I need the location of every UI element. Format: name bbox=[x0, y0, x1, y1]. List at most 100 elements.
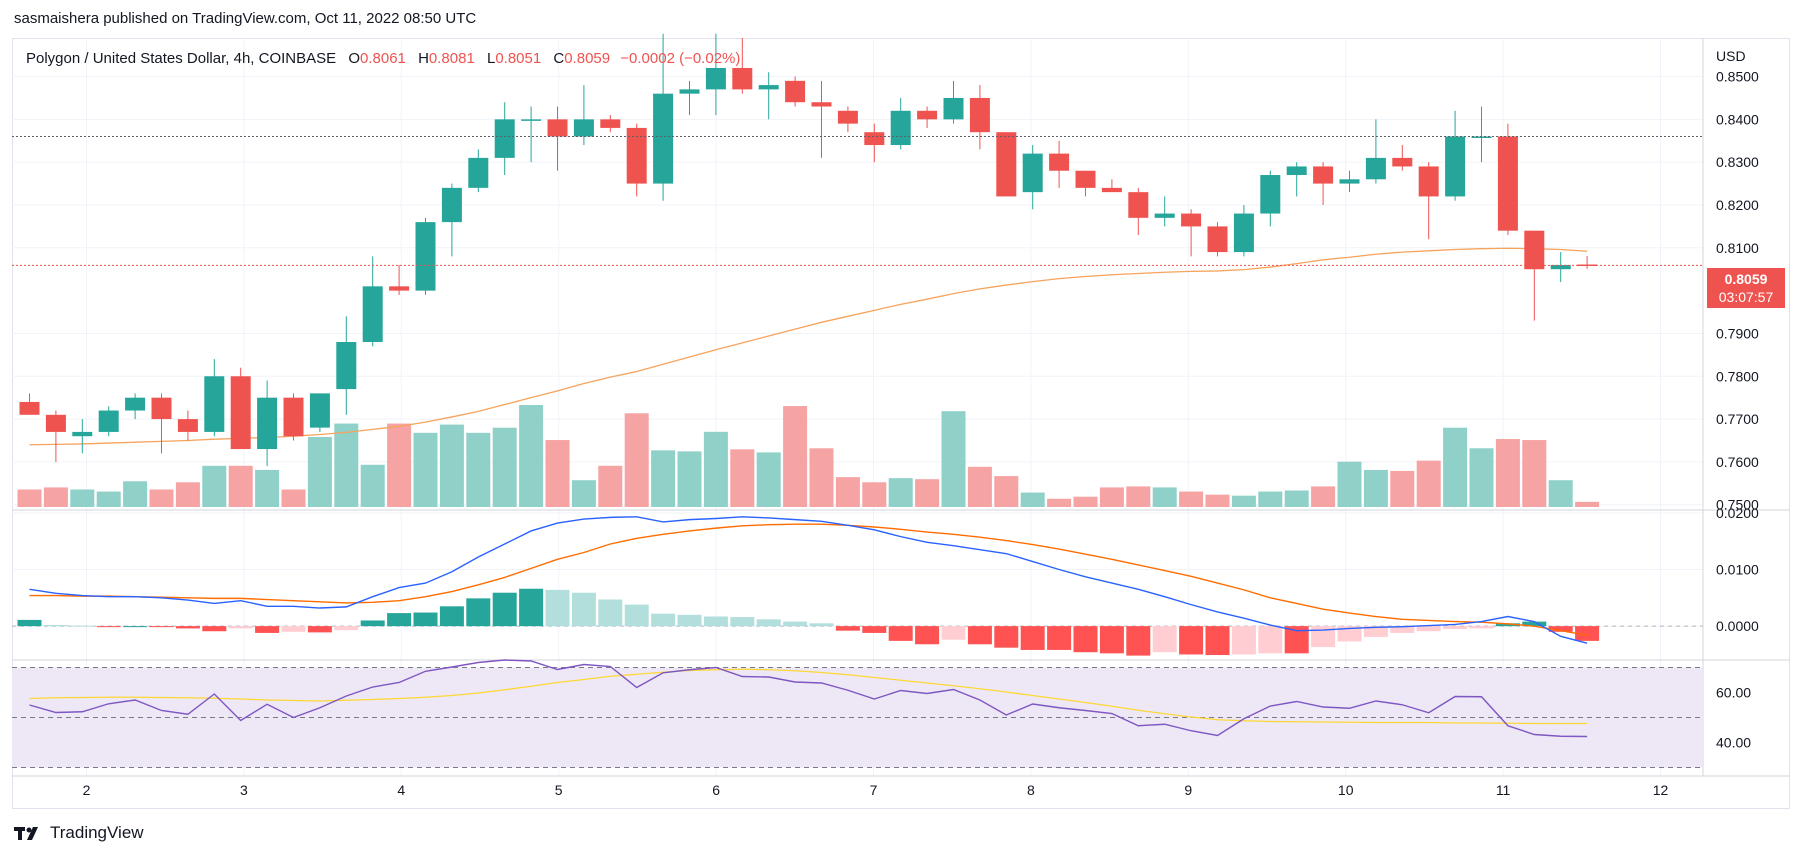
volume-bar bbox=[888, 478, 913, 507]
candle-body bbox=[125, 397, 146, 411]
price-tick-label: 0.8300 bbox=[1716, 154, 1759, 170]
macd-histogram-bar bbox=[1073, 626, 1098, 653]
macd-histogram-bar bbox=[96, 626, 121, 628]
high-label: H bbox=[418, 50, 429, 67]
candle-body bbox=[45, 414, 66, 432]
candle-body bbox=[1260, 175, 1281, 214]
macd-histogram-bar bbox=[466, 598, 491, 627]
volume-bar bbox=[70, 489, 95, 507]
volume-bar bbox=[96, 491, 121, 507]
volume-bar bbox=[439, 424, 464, 507]
candle-body bbox=[177, 419, 198, 432]
candle-body bbox=[151, 397, 172, 420]
candle-body bbox=[573, 119, 594, 137]
candle-body bbox=[230, 376, 251, 450]
macd-tick-label: 0.0100 bbox=[1716, 561, 1759, 577]
candle-body bbox=[1365, 157, 1386, 180]
volume-bar bbox=[1073, 496, 1098, 507]
time-tick-label: 7 bbox=[870, 782, 878, 798]
candle-body bbox=[732, 67, 753, 90]
symbol-name: Polygon / United States Dollar, 4h, COIN… bbox=[26, 50, 337, 67]
volume-bar bbox=[1416, 460, 1441, 507]
time-tick-label: 12 bbox=[1653, 782, 1669, 798]
price-tick-label: 0.7700 bbox=[1716, 411, 1759, 427]
volume-bar bbox=[413, 432, 438, 507]
volume-bar bbox=[1522, 440, 1547, 507]
last-price: 0.8059 bbox=[1724, 271, 1768, 287]
candle-body bbox=[785, 80, 806, 103]
volume-bar bbox=[307, 436, 332, 507]
volume-bar bbox=[175, 482, 200, 507]
volume-bar bbox=[598, 465, 623, 507]
candle-body bbox=[969, 97, 990, 133]
candle-body bbox=[1154, 213, 1175, 218]
volume-bar bbox=[730, 449, 755, 507]
volume-bar bbox=[492, 427, 517, 507]
macd-histogram-bar bbox=[43, 625, 68, 627]
macd-histogram-bar bbox=[598, 599, 623, 627]
macd-tick-label: 0.0000 bbox=[1716, 618, 1759, 634]
volume-bar bbox=[1020, 492, 1045, 507]
macd-histogram-bar bbox=[1469, 626, 1494, 629]
macd-histogram-bar bbox=[307, 626, 332, 633]
tradingview-brand: TradingView bbox=[50, 823, 144, 842]
volume-bar bbox=[1363, 469, 1388, 507]
candle-body bbox=[257, 397, 278, 450]
price-tick-label: 0.7500 bbox=[1716, 497, 1759, 513]
macd-histogram-bar bbox=[1152, 626, 1177, 653]
price-tick-label: 0.7900 bbox=[1716, 325, 1759, 341]
price-tick-label: 0.8500 bbox=[1716, 69, 1759, 85]
candle-body bbox=[1075, 170, 1096, 188]
candle-body bbox=[98, 410, 119, 432]
volume-bar bbox=[1231, 495, 1256, 507]
candle-body bbox=[441, 187, 462, 223]
candle-body bbox=[600, 119, 621, 128]
price-tick-label: 0.7800 bbox=[1716, 368, 1759, 384]
macd-histogram-bar bbox=[915, 626, 940, 645]
volume-bar bbox=[519, 405, 544, 507]
macd-histogram-bar bbox=[281, 626, 306, 632]
volume-bar bbox=[545, 440, 570, 507]
volume-bar bbox=[1047, 498, 1072, 507]
volume-bar bbox=[651, 450, 676, 507]
macd-histogram-bar bbox=[571, 592, 596, 627]
macd-histogram-bar bbox=[1258, 626, 1283, 654]
macd-histogram-bar bbox=[413, 612, 438, 627]
candle-body bbox=[468, 157, 489, 188]
candle-body bbox=[494, 119, 515, 158]
macd-histogram-bar bbox=[703, 616, 728, 627]
time-tick-label: 8 bbox=[1027, 782, 1035, 798]
symbol-legend: Polygon / United States Dollar, 4h, COIN… bbox=[26, 50, 740, 67]
macd-histogram-bar bbox=[809, 623, 834, 627]
tradingview-logo[interactable]: TradingView bbox=[14, 823, 144, 843]
candle-body bbox=[19, 401, 40, 415]
volume-bar bbox=[149, 489, 174, 507]
macd-histogram-bar bbox=[835, 626, 860, 631]
volume-bar bbox=[967, 466, 992, 507]
candle-body bbox=[705, 67, 726, 90]
volume-bar bbox=[228, 465, 253, 507]
candle-body bbox=[1207, 226, 1228, 253]
rsi-pane bbox=[12, 659, 1703, 768]
volume-bar bbox=[334, 423, 359, 507]
macd-histogram-bar bbox=[862, 626, 887, 633]
volume-bar bbox=[915, 479, 940, 507]
time-axis: 2 3 4 5 6 7 8 9 10 11 12 bbox=[83, 782, 1669, 798]
macd-histogram-bar bbox=[255, 626, 280, 633]
volume-bar bbox=[994, 476, 1019, 507]
time-tick-label: 9 bbox=[1184, 782, 1192, 798]
macd-signal-line bbox=[29, 523, 1588, 636]
volume-bar bbox=[123, 481, 148, 507]
macd-pane bbox=[12, 516, 1703, 656]
open-value: 0.8061 bbox=[360, 50, 406, 67]
volume-bars bbox=[17, 405, 1600, 507]
candle-body bbox=[521, 119, 542, 121]
volume-bar bbox=[1548, 480, 1573, 507]
macd-histogram-bar bbox=[1575, 626, 1600, 641]
price-tick-label: 0.8400 bbox=[1716, 111, 1759, 127]
macd-histogram-bar bbox=[492, 592, 517, 627]
volume-bar bbox=[862, 482, 887, 507]
chart-frame bbox=[12, 38, 1790, 809]
time-tick-label: 4 bbox=[397, 782, 405, 798]
